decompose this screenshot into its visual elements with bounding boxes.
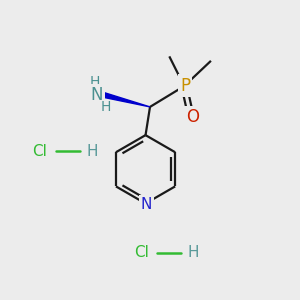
Text: H: H: [100, 100, 111, 115]
Polygon shape: [103, 93, 150, 107]
Text: H: H: [187, 245, 199, 260]
Text: Cl: Cl: [33, 144, 47, 159]
Text: N: N: [140, 197, 152, 212]
Text: Cl: Cl: [134, 245, 148, 260]
Text: H: H: [86, 144, 98, 159]
Text: O: O: [186, 108, 199, 126]
Text: P: P: [180, 76, 190, 94]
Text: H: H: [90, 75, 100, 88]
Text: N: N: [90, 86, 103, 104]
